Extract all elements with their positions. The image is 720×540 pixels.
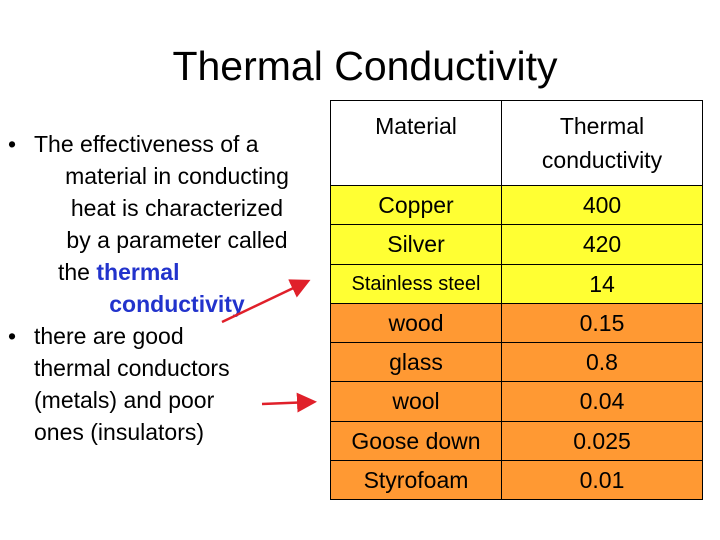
- material-cell: Goose down: [330, 420, 502, 461]
- value-cell: 0.01: [501, 459, 703, 501]
- value-cell: 14: [501, 263, 703, 304]
- table-row: glass 0.8: [330, 341, 703, 383]
- highlight-term: conductivity: [109, 291, 245, 317]
- value-cell: 0.025: [501, 420, 703, 461]
- material-cell: Stainless steel: [330, 263, 502, 304]
- bullet-line: heat is characterized: [70, 195, 284, 221]
- bullet-text: the: [58, 259, 97, 285]
- bullet-line: material in conducting: [65, 163, 289, 189]
- material-cell: Silver: [330, 224, 502, 265]
- material-cell: Copper: [330, 184, 502, 226]
- bullet-line: the thermal: [34, 256, 320, 288]
- bullet-line: conductivity: [34, 288, 320, 320]
- table-row: wood 0.15: [330, 302, 703, 344]
- bullet-list: The effectiveness of a material in condu…: [8, 128, 320, 448]
- bullet-thermal-conductivity: The effectiveness of a material in condu…: [8, 128, 320, 320]
- bullet-line: The effectiveness of a: [34, 131, 259, 157]
- bullet-line: (metals) and poor: [34, 387, 215, 413]
- table-row: Stainless steel 14: [330, 263, 703, 304]
- bullet-line: there are good: [34, 323, 184, 349]
- material-cell: wool: [330, 381, 502, 422]
- material-cell: glass: [330, 341, 502, 383]
- conductivity-table: Material Thermal conductivity Copper 400…: [330, 100, 703, 501]
- material-cell: Styrofoam: [330, 459, 502, 501]
- slide-title: Thermal Conductivity: [172, 43, 558, 89]
- value-cell: 0.15: [501, 302, 703, 344]
- arrow-to-insulators-icon: [261, 392, 317, 413]
- arrow-to-header-icon: [221, 279, 311, 324]
- bullet-conductors-insulators: there are good thermal conductors (metal…: [8, 320, 320, 448]
- table-row: Styrofoam 0.01: [330, 459, 703, 501]
- bullet-line: thermal conductors: [34, 355, 230, 381]
- header-material: Material: [330, 100, 502, 186]
- value-cell: 420: [501, 224, 703, 265]
- highlight-term: thermal: [96, 259, 180, 285]
- value-cell: 0.8: [501, 341, 703, 383]
- table-row: wool 0.04: [330, 381, 703, 422]
- value-cell: 0.04: [501, 381, 703, 422]
- header-conductivity: Thermal conductivity: [501, 100, 703, 186]
- table-header-row: Material Thermal conductivity: [330, 100, 703, 186]
- table-row: Silver 420: [330, 224, 703, 265]
- bullet-line: by a parameter called: [66, 227, 288, 253]
- bullet-line: ones (insulators): [34, 419, 205, 445]
- table-row: Goose down 0.025: [330, 420, 703, 461]
- material-cell: wood: [330, 302, 502, 344]
